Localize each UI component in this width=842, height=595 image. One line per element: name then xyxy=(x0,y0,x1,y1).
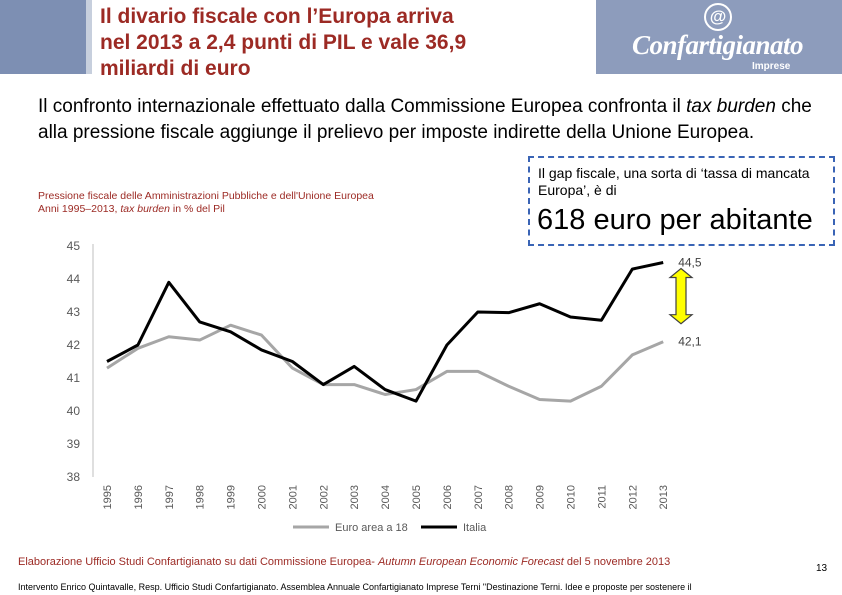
x-tick-label: 2002 xyxy=(318,485,330,509)
x-tick-label: 2008 xyxy=(504,485,516,509)
y-tick-label: 39 xyxy=(67,437,81,451)
y-tick-label: 44 xyxy=(67,272,81,286)
logo-subtitle: Imprese xyxy=(752,61,791,72)
legend-label-italia: Italia xyxy=(463,522,487,534)
x-tick-label: 2010 xyxy=(566,485,578,509)
y-tick-label: 40 xyxy=(67,404,81,418)
x-tick-label: 2011 xyxy=(596,485,608,509)
logo-name: Confartigianato xyxy=(632,30,804,60)
tax-burden-line-chart: 38 39 40 41 42 43 44 45 1995 1996 1997 1998 1999 2000… xyxy=(67,239,702,534)
x-tick-label: 1998 xyxy=(195,485,207,509)
intro-paragraph: Il confronto internazionale effettuato d… xyxy=(38,94,818,146)
y-tick-label: 43 xyxy=(67,305,81,319)
x-tick-label: 2013 xyxy=(658,485,670,509)
event-footer: Intervento Enrico Quintavalle, Resp. Uff… xyxy=(18,582,692,592)
title-line-1: Il divario fiscale con l’Europa arriva xyxy=(100,5,454,28)
intro-text-1: Il confronto internazionale effettuato d… xyxy=(38,96,687,117)
end-label-italia: 44,5 xyxy=(678,256,702,270)
chart-title-line-1: Pressione fiscale delle Amministrazioni … xyxy=(38,190,374,202)
gap-callout-text: Il gap fiscale, una sorta di ‘tassa di m… xyxy=(538,165,810,198)
y-tick-label: 41 xyxy=(67,371,81,385)
page-number: 13 xyxy=(816,563,828,574)
x-tick-label: 2012 xyxy=(627,485,639,509)
legend-label-euro-area: Euro area a 18 xyxy=(335,522,408,534)
y-tick-label: 42 xyxy=(67,338,81,352)
intro-text-2: che alla pressione fiscale aggiunge il p… xyxy=(38,96,812,143)
header-left-band xyxy=(0,0,86,74)
slide-title: Il divario fiscale con l’Europa arriva n… xyxy=(100,4,580,82)
intro-emphasis: tax burden xyxy=(686,96,776,117)
x-tick-label: 2004 xyxy=(380,485,392,509)
gap-callout-box xyxy=(528,156,835,246)
x-tick-label: 2006 xyxy=(442,485,454,509)
x-tick-label: 2005 xyxy=(411,485,423,509)
x-tick-label: 2001 xyxy=(287,485,299,509)
gap-arrow-shape xyxy=(668,267,694,325)
series-line-italia xyxy=(106,261,664,403)
x-tick-label: 2003 xyxy=(349,485,361,509)
chart-title: Pressione fiscale delle Amministrazioni … xyxy=(38,190,478,216)
gap-callout-value: 618 euro per abitante xyxy=(537,204,813,236)
title-line-2: nel 2013 a 2,4 punti di PIL e vale 36,9 xyxy=(100,31,467,54)
chart-title-line-2: Anni 1995–2013, tax burden in % del Pil xyxy=(38,203,225,215)
source-note: Elaborazione Ufficio Studi Confartigiana… xyxy=(18,556,671,568)
gap-arrow-icon xyxy=(668,267,694,325)
x-tick-label: 1997 xyxy=(164,485,176,509)
y-tick-label: 38 xyxy=(67,470,81,484)
at-symbol-icon: @ xyxy=(704,3,732,31)
x-tick-label: 1999 xyxy=(226,485,238,509)
title-line-3: miliardi di euro xyxy=(100,57,251,80)
x-tick-label: 1995 xyxy=(102,485,114,509)
end-label-euro-area: 42,1 xyxy=(678,335,702,349)
y-tick-label: 45 xyxy=(67,239,81,253)
header-left-band-edge xyxy=(86,0,92,74)
x-tick-label: 2007 xyxy=(473,485,485,509)
x-tick-label: 2000 xyxy=(257,485,269,509)
x-tick-label: 1996 xyxy=(133,485,145,509)
x-tick-label: 2009 xyxy=(535,485,547,509)
